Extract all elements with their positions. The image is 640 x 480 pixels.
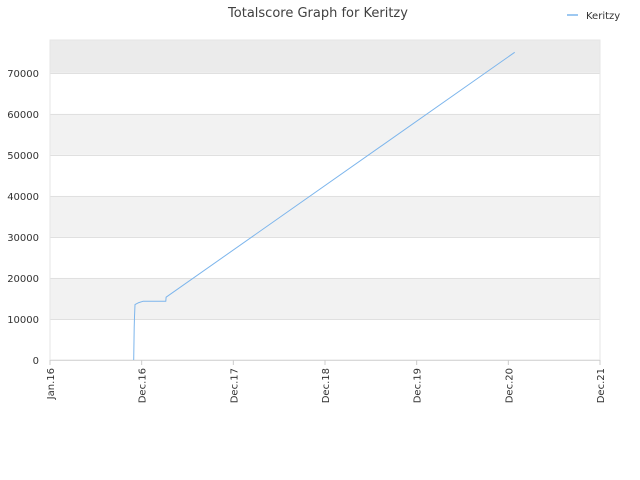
x-tick-label: Dec.20 <box>504 368 515 403</box>
y-tick-label: 0 <box>33 356 39 367</box>
y-tick-label: 40000 <box>7 192 39 203</box>
legend-label-keritzy: Keritzy <box>586 11 620 22</box>
plot-band <box>50 40 600 73</box>
plot-band <box>50 277 600 319</box>
x-tick-label: Dec.18 <box>321 368 332 403</box>
series-layer <box>133 51 515 361</box>
x-tick-label: Dec.17 <box>229 368 240 403</box>
y-tick-label: 50000 <box>7 151 39 162</box>
plot-background-bands <box>50 40 600 319</box>
x-axis-tick-labels: Jan.16 Dec.16 Dec.17 Dec.18 Dec.19 Dec.20 Dec.… <box>46 360 607 403</box>
chart-title: Totalscore Graph for Keritzy <box>227 6 408 21</box>
y-gridlines <box>50 73 600 361</box>
x-tick-label: Dec.19 <box>413 368 424 403</box>
legend[interactable]: Keritzy <box>567 11 620 22</box>
x-tick-label: Dec.16 <box>138 368 149 403</box>
plot-band <box>50 113 600 155</box>
y-axis-tick-labels: 0 10000 20000 30000 40000 50000 60000 70000 <box>7 69 39 367</box>
y-tick-label: 20000 <box>7 274 39 285</box>
y-tick-label: 10000 <box>7 315 39 326</box>
y-tick-label: 30000 <box>7 233 39 244</box>
x-tick-label: Jan.16 <box>46 368 57 400</box>
series-line-keritzy <box>133 51 515 361</box>
y-tick-label: 60000 <box>7 110 39 121</box>
plot-band <box>50 195 600 237</box>
y-tick-label: 70000 <box>7 69 39 80</box>
x-tick-label: Dec.21 <box>596 368 607 403</box>
